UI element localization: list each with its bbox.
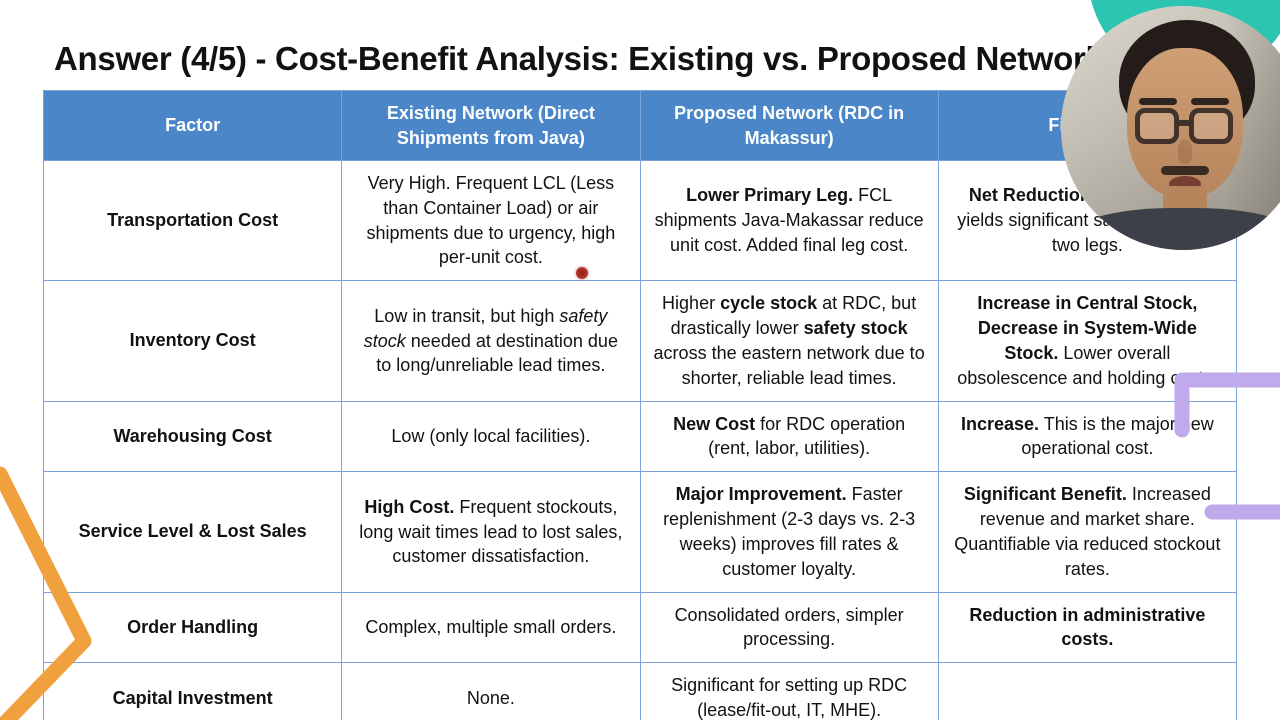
financial-cell: Significant Benefit. Increased revenue a… [937,471,1238,593]
existing-cell: None. [341,662,641,720]
presenter-eyebrow [1139,98,1177,105]
cost-benefit-table: Factor Existing Network (Direct Shipments… [42,90,1238,720]
glasses-bridge [1177,120,1191,126]
proposed-cell: Significant for setting up RDC (lease/fi… [639,662,939,720]
proposed-cell: Consolidated orders, simpler processing. [639,591,939,664]
table-header: Factor Existing Network (Direct Shipments… [42,90,1238,161]
cell-text: Increase in Central Stock, Decrease in S… [977,293,1198,363]
cell-text: Very High. Frequent LCL (Less than Conta… [366,173,616,268]
column-header: Existing Network (Direct Shipments from … [341,90,641,161]
table-body: Transportation Cost Very High. Frequent L… [42,159,1238,720]
cell-text: This is the major new operational cost. [1021,413,1214,459]
laser-pointer-dot [576,267,588,279]
proposed-cell: Major Improvement. Faster replenishment … [639,471,939,593]
financial-cell: Increase. This is the major new operatio… [937,400,1238,473]
table-header-row: Factor Existing Network (Direct Shipments… [42,90,1238,161]
slide-title: Answer (4/5) - Cost-Benefit Analysis: Ex… [54,40,1104,77]
presenter-nose [1178,140,1192,164]
factor-cell: Capital Investment [42,662,343,720]
cell-text: Lower overall obsolescence and holding c… [957,342,1218,388]
existing-cell: Very High. Frequent LCL (Less than Conta… [341,159,641,282]
table-row: Transportation Cost Very High. Frequent L… [42,159,1238,282]
cell-text: cycle stock [720,293,818,314]
factor-cell: Transportation Cost [42,159,343,282]
cell-text: Consolidated orders, simpler processing. [674,604,904,650]
factor-cell: Warehousing Cost [42,400,343,473]
table-row: Service Level & Lost Sales High Cost. Fre… [42,471,1238,593]
cell-text: None. [466,687,515,708]
cell-text: needed at destination due to long/unreli… [376,330,618,376]
financial-cell: Increase in Central Stock, Decrease in S… [937,280,1238,402]
cell-text: Lower Primary Leg. [686,185,854,206]
cell-text: New Cost [673,413,756,434]
financial-cell [937,662,1238,720]
cell-text: Reduction in administrative costs. [969,604,1206,650]
presenter-mustache [1161,166,1209,175]
cell-text: Higher [662,293,721,314]
financial-cell: Reduction in administrative costs. [937,591,1238,664]
cell-text: safety stock [803,318,908,339]
existing-cell: Low (only local facilities). [341,400,641,473]
cell-text: Low in transit, but high [374,305,560,326]
cell-text: Significant for setting up RDC (lease/fi… [671,675,908,720]
glasses-lens [1189,108,1233,144]
cell-text: High Cost. [364,496,455,517]
factor-cell: Order Handling [42,591,343,664]
existing-cell: Complex, multiple small orders. [341,591,641,664]
cell-text: Significant Benefit. [963,484,1127,505]
glasses-lens [1135,108,1179,144]
cell-text: at RDC, but drastically lower [670,293,917,339]
existing-cell: Low in transit, but high safety stock ne… [341,280,641,402]
cell-text: Low (only local facilities). [391,426,591,447]
cell-text: safety stock [363,305,608,351]
table-row: Capital Investment None. Significant for s… [42,662,1238,720]
table-row: Inventory Cost Low in transit, but high s… [42,280,1238,402]
column-header: Proposed Network (RDC in Makassur) [639,90,939,161]
factor-cell: Service Level & Lost Sales [42,471,343,593]
proposed-cell: Higher cycle stock at RDC, but drastical… [639,280,939,402]
presenter-face [1127,48,1243,198]
table-row: Order Handling Complex, multiple small or… [42,591,1238,664]
cell-text: Increase. [960,413,1040,434]
existing-cell: High Cost. Frequent stockouts, long wait… [341,471,641,593]
presenter-webcam [1061,6,1280,250]
factor-cell: Inventory Cost [42,280,343,402]
proposed-cell: New Cost for RDC operation (rent, labor,… [639,400,939,473]
column-header: Factor [42,90,343,161]
cell-text: for RDC operation (rent, labor, utilitie… [708,413,906,459]
cell-text: FCL shipments Java-Makassar reduce unit … [654,185,924,256]
cell-text: Complex, multiple small orders. [365,617,617,637]
presenter-eyebrow [1191,98,1229,105]
cell-text: Increased revenue and market share. Quan… [954,484,1221,579]
cell-text: Major Improvement. [675,484,847,505]
cell-text: Frequent stockouts, long wait times lead… [359,496,623,567]
table-row: Warehousing Cost Low (only local faciliti… [42,400,1238,473]
cell-text: across the eastern network due to shorte… [653,342,925,388]
proposed-cell: Lower Primary Leg. FCL shipments Java-Ma… [639,159,939,282]
cell-text: Faster replenishment (2-3 days vs. 2-3 w… [663,484,916,579]
